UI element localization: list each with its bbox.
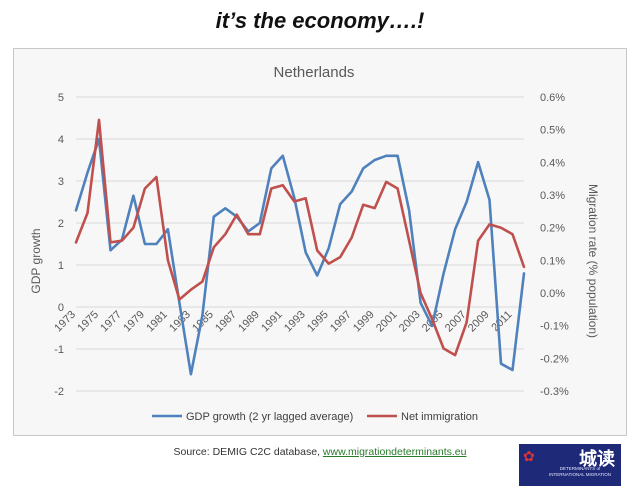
chart-frame: Netherlands -2 -1 0 1 2 3 4 5 -0.3% -0.2% -0.1% 0.… [13, 48, 627, 436]
logo-subtext: DETERMINANTS of INTERNATIONAL MIGRATION [549, 466, 611, 477]
wechat-icon: ✿ [523, 449, 535, 465]
legend-label-gdp: GDP growth (2 yr lagged average) [186, 411, 353, 423]
net-immigration-line [74, 118, 526, 357]
x-tick-label: 1991 [259, 309, 285, 335]
x-tick-label: 1973 [52, 309, 78, 335]
x-tick-label: 1987 [213, 309, 239, 335]
chart-title: Netherlands [274, 64, 355, 81]
x-tick-label: 1997 [328, 309, 354, 335]
y2-tick-label: 0.5% [540, 125, 565, 137]
y2-tick-label: 0.1% [540, 255, 565, 267]
y2-tick-label: 0.2% [540, 223, 565, 235]
x-tick-label: 1981 [144, 309, 170, 335]
legend: GDP growth (2 yr lagged average) Net imm… [152, 411, 478, 423]
y-axis-label: GDP growth [29, 228, 43, 293]
x-tick-label: 2009 [466, 309, 492, 335]
x-tick-label: 2001 [374, 309, 400, 335]
y-tick-label: 2 [58, 218, 64, 230]
y2-axis-ticks: -0.3% -0.2% -0.1% 0.0% 0.1% 0.2% 0.3% 0.4% 0.5% 0… [540, 92, 569, 398]
x-tick-label: 1995 [305, 309, 331, 335]
legend-label-migration: Net immigration [401, 411, 478, 423]
y-tick-label: 4 [58, 134, 64, 146]
y2-tick-label: -0.1% [540, 321, 569, 333]
y2-tick-label: 0.0% [540, 288, 565, 300]
source-note: Source: DEMIG C2C database, www.migratio… [0, 446, 640, 458]
y-tick-label: 0 [58, 302, 64, 314]
page-title: it’s the economy….! [215, 8, 425, 33]
x-tick-label: 1979 [121, 309, 147, 335]
y2-tick-label: 0.6% [540, 92, 565, 104]
y-tick-label: 1 [58, 260, 64, 272]
source-text: Source: DEMIG C2C database, [173, 446, 323, 458]
logo: ✿ 城读 DETERMINANTS of INTERNATIONAL MIGRA… [519, 444, 621, 486]
series-lines [74, 118, 526, 376]
x-tick-label: 1989 [236, 309, 262, 335]
x-tick-label: 1993 [282, 309, 308, 335]
y-tick-label: 5 [58, 92, 64, 104]
x-tick-label: 1975 [75, 309, 101, 335]
y2-tick-label: 0.4% [540, 157, 565, 169]
y2-tick-label: -0.3% [540, 386, 569, 398]
y-tick-label: -2 [54, 386, 64, 398]
x-axis-ticks: 1973197519771979198119831985198719891991… [52, 309, 514, 335]
line-chart: Netherlands -2 -1 0 1 2 3 4 5 -0.3% -0.2% -0.1% 0.… [29, 64, 600, 423]
logo-text: 城读 [579, 449, 615, 470]
x-tick-label: 1999 [351, 309, 377, 335]
y-tick-label: -1 [54, 344, 64, 356]
y2-tick-label: 0.3% [540, 190, 565, 202]
y2-axis-label: Migration rate (% population) [586, 184, 600, 338]
y-axis-ticks: -2 -1 0 1 2 3 4 5 [54, 92, 64, 398]
x-tick-label: 2011 [489, 309, 514, 334]
y2-tick-label: -0.2% [540, 353, 569, 365]
y-tick-label: 3 [58, 176, 64, 188]
x-tick-label: 2003 [397, 309, 423, 335]
gdp-growth-line [74, 137, 526, 376]
x-tick-label: 1977 [98, 309, 124, 335]
source-link[interactable]: www.migrationdeterminants.eu [322, 446, 467, 458]
